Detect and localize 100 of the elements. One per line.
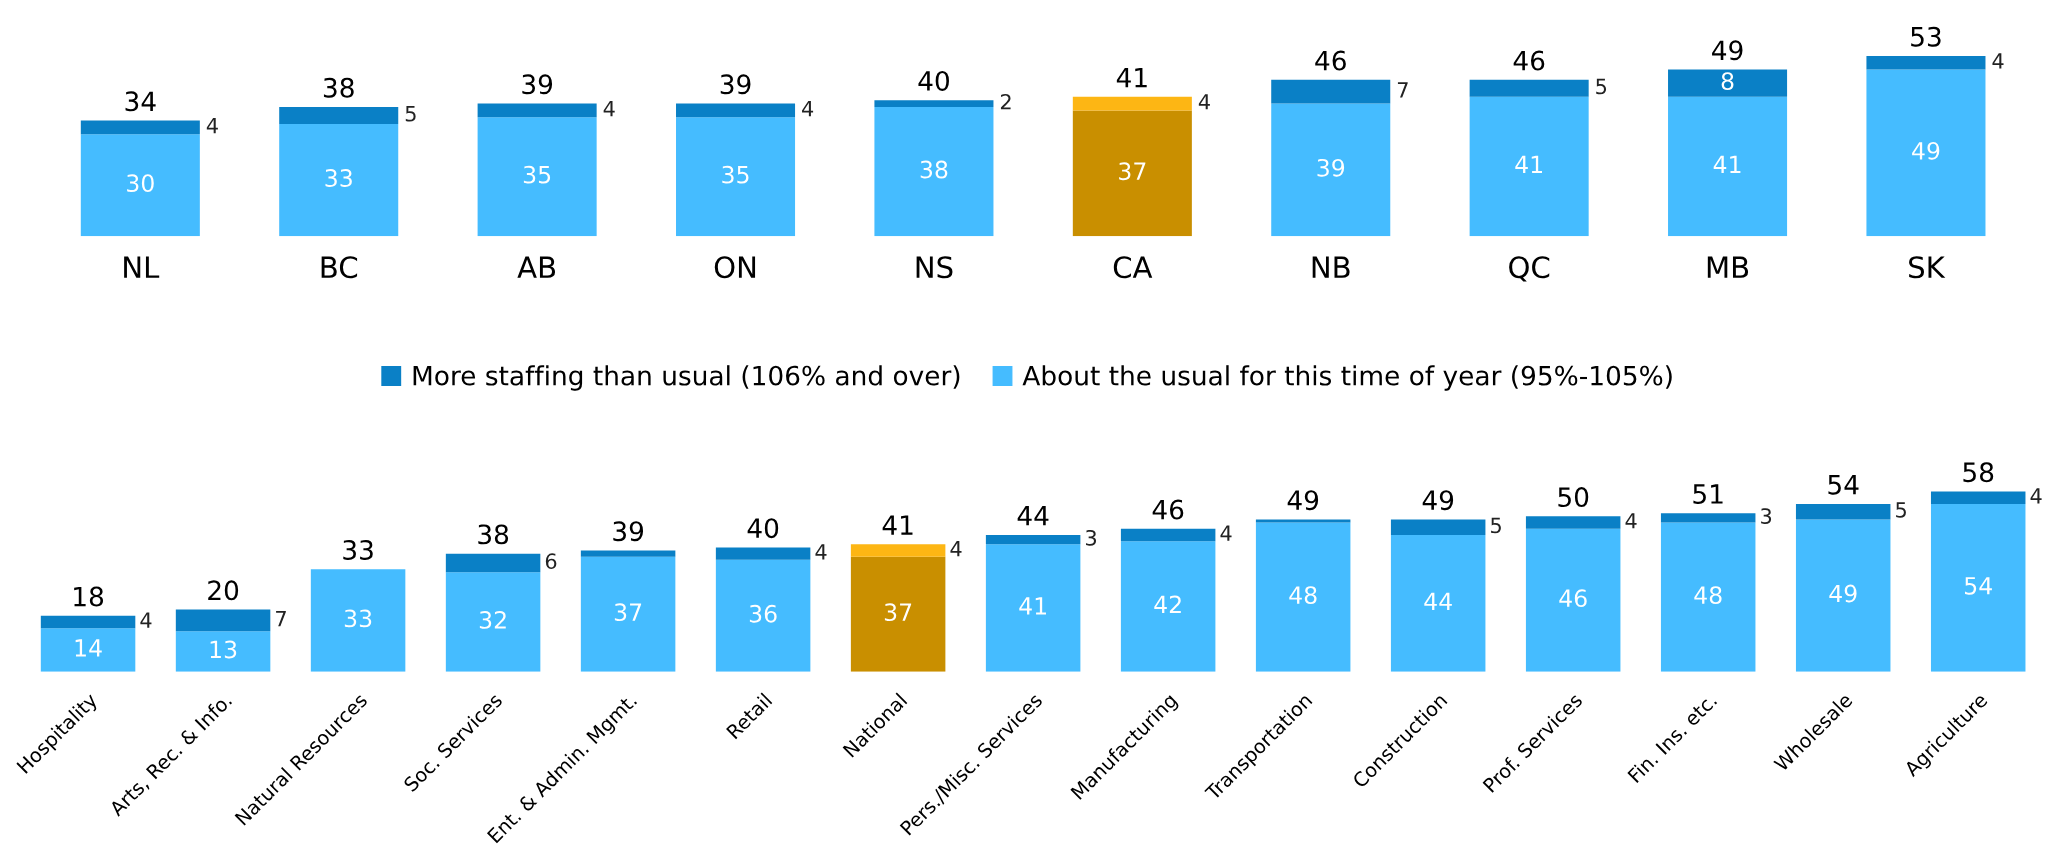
bar <box>40 615 136 629</box>
data-label: 39 <box>1317 158 1345 177</box>
total-label: 40 <box>747 518 779 539</box>
bar <box>445 553 541 573</box>
data-label: 4 <box>815 544 827 560</box>
x-tick-label: NS <box>916 256 953 279</box>
bar <box>80 120 200 135</box>
data-label: 4 <box>603 100 615 117</box>
data-label: 4 <box>1198 94 1210 110</box>
bar <box>40 628 136 672</box>
data-label: 37 <box>884 603 912 622</box>
data-label: 30 <box>127 174 154 193</box>
total-label: 51 <box>1693 484 1723 504</box>
data-label: 5 <box>405 106 416 122</box>
bar <box>580 556 676 672</box>
bar <box>985 535 1081 545</box>
total-label: 49 <box>1287 490 1319 511</box>
bar <box>1390 519 1486 536</box>
bar <box>985 544 1081 672</box>
bar <box>1668 96 1788 237</box>
data-label: 4 <box>206 117 218 134</box>
data-label: 4 <box>950 541 962 557</box>
bar <box>850 544 946 557</box>
data-label: 7 <box>1397 82 1408 98</box>
data-label: 37 <box>1119 162 1146 181</box>
bar <box>445 572 541 672</box>
data-label: 6 <box>545 553 557 570</box>
bar <box>676 103 796 118</box>
data-label: 5 <box>1491 517 1501 534</box>
bar <box>1660 522 1756 672</box>
bar <box>1271 103 1391 237</box>
data-label: 33 <box>344 609 372 628</box>
bar <box>80 134 200 237</box>
bar <box>874 100 994 107</box>
data-label: 14 <box>75 639 102 657</box>
total-label: 41 <box>1116 67 1147 88</box>
data-label: 37 <box>614 603 642 622</box>
bar <box>1866 55 1986 70</box>
bar <box>850 556 946 672</box>
bar <box>477 117 597 237</box>
bar <box>1469 96 1589 237</box>
data-label: 32 <box>479 611 506 629</box>
total-label: 50 <box>1558 487 1589 508</box>
bar <box>715 547 811 560</box>
total-label: 18 <box>74 586 104 607</box>
x-tick-label: QC <box>1509 256 1550 282</box>
data-label: 35 <box>523 165 551 184</box>
x-tick-label: Fin. Ins. etc. <box>1626 692 1718 784</box>
data-label: 4 <box>1992 53 2004 69</box>
bar <box>1120 528 1216 542</box>
data-label: 35 <box>722 165 749 184</box>
bar <box>1930 491 2026 504</box>
bar <box>874 107 994 237</box>
x-tick-label: CA <box>1113 256 1153 279</box>
x-tick-label: ON <box>714 256 756 279</box>
x-tick-label: NL <box>124 256 160 278</box>
bar <box>1120 541 1216 672</box>
x-tick-label: BC <box>321 256 358 279</box>
total-label: 54 <box>1828 475 1859 495</box>
data-label: 54 <box>1965 577 1992 595</box>
data-label: 4 <box>2030 488 2042 504</box>
total-label: 38 <box>323 77 354 98</box>
data-label: 2 <box>1000 93 1011 110</box>
total-label: 20 <box>208 580 239 601</box>
bar <box>1525 528 1621 672</box>
bar <box>1930 503 2026 672</box>
total-label: 40 <box>918 70 949 91</box>
bar <box>1271 79 1391 104</box>
bar <box>310 569 406 672</box>
data-label: 36 <box>749 604 777 623</box>
total-label: 49 <box>1712 40 1743 61</box>
bar <box>1668 69 1788 97</box>
bar <box>715 559 811 672</box>
total-label: 34 <box>125 91 156 112</box>
bar <box>1795 503 1891 520</box>
total-label: 44 <box>1017 506 1049 526</box>
bar <box>676 117 796 237</box>
total-label: 39 <box>720 74 751 95</box>
total-label: 41 <box>882 515 913 535</box>
total-label: 49 <box>1422 490 1454 511</box>
data-label: 44 <box>1424 592 1452 610</box>
x-tick-label: NB <box>1312 256 1350 278</box>
data-label: 41 <box>1019 597 1046 615</box>
bar <box>175 631 271 672</box>
data-label: 4 <box>802 100 814 117</box>
bar <box>1795 519 1891 672</box>
data-label: 49 <box>1829 584 1857 603</box>
data-label: 46 <box>1559 589 1587 608</box>
data-label: 49 <box>1912 141 1940 160</box>
total-label: 46 <box>1513 50 1545 71</box>
bar <box>1255 519 1351 523</box>
data-label: 8 <box>1721 72 1734 91</box>
bar <box>477 103 597 118</box>
total-label: 33 <box>343 539 373 560</box>
data-label: 4 <box>1220 525 1232 541</box>
bar <box>1866 69 1986 237</box>
total-label: 53 <box>1911 26 1941 47</box>
data-label: 7 <box>276 611 286 627</box>
total-label: 46 <box>1315 50 1346 71</box>
data-label: 4 <box>140 612 152 628</box>
